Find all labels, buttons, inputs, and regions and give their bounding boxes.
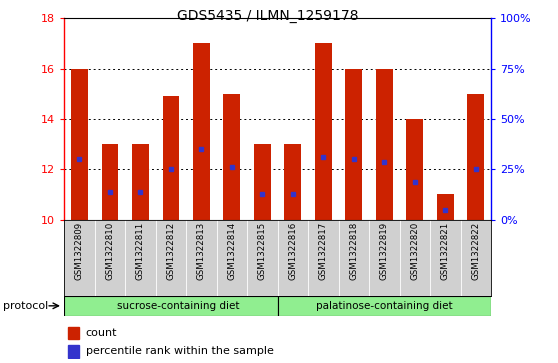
Text: percentile rank within the sample: percentile rank within the sample	[85, 346, 273, 356]
Text: GSM1322821: GSM1322821	[441, 222, 450, 280]
Bar	[69, 327, 79, 339]
Text: count: count	[85, 328, 117, 338]
Bar	[254, 144, 271, 220]
Bar	[278, 296, 491, 316]
Bar	[71, 69, 88, 220]
Text: GSM1322811: GSM1322811	[136, 222, 145, 280]
Text: GSM1322812: GSM1322812	[166, 222, 175, 280]
Bar	[224, 94, 240, 220]
Text: GSM1322816: GSM1322816	[288, 222, 297, 280]
Text: GSM1322817: GSM1322817	[319, 222, 328, 280]
Text: sucrose-containing diet: sucrose-containing diet	[117, 301, 240, 311]
Text: GSM1322815: GSM1322815	[258, 222, 267, 280]
Text: GSM1322818: GSM1322818	[349, 222, 358, 280]
Text: GSM1322814: GSM1322814	[227, 222, 237, 280]
Bar	[468, 94, 484, 220]
Bar	[437, 195, 454, 220]
Text: GSM1322820: GSM1322820	[410, 222, 419, 280]
Text: GDS5435 / ILMN_1259178: GDS5435 / ILMN_1259178	[177, 9, 359, 23]
Text: protocol: protocol	[3, 301, 48, 311]
Bar	[69, 345, 79, 358]
Text: GSM1322810: GSM1322810	[105, 222, 114, 280]
Text: palatinose-containing diet: palatinose-containing diet	[316, 301, 453, 311]
Bar	[162, 96, 179, 220]
Text: GSM1322809: GSM1322809	[75, 222, 84, 280]
Text: GSM1322819: GSM1322819	[380, 222, 389, 280]
Bar	[193, 43, 210, 220]
Text: GSM1322822: GSM1322822	[472, 222, 480, 280]
Bar	[132, 144, 149, 220]
Text: GSM1322813: GSM1322813	[197, 222, 206, 280]
Bar	[315, 43, 331, 220]
Bar	[376, 69, 393, 220]
Bar	[64, 296, 277, 316]
Bar	[345, 69, 362, 220]
Bar	[406, 119, 423, 220]
Bar	[285, 144, 301, 220]
Bar	[102, 144, 118, 220]
